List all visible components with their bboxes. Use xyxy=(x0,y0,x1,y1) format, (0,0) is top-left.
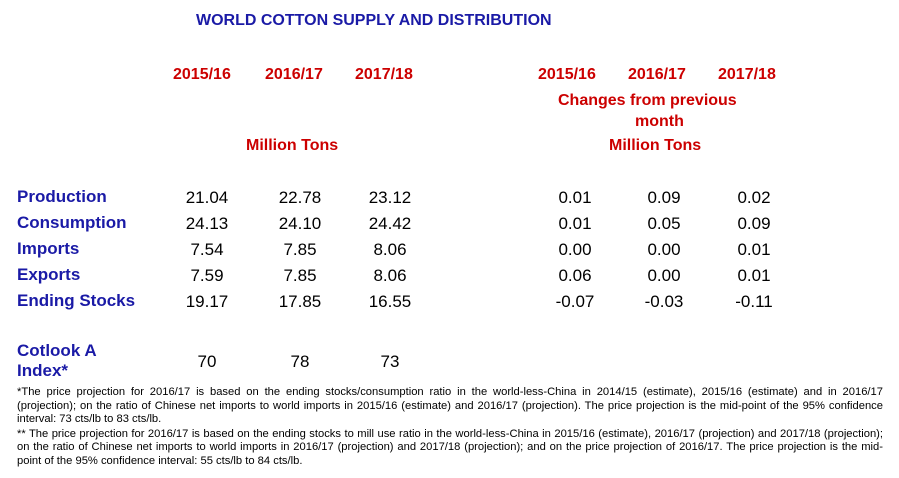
left-year-header-1: 2015/16 xyxy=(173,66,231,83)
right-year-header-2: 2016/17 xyxy=(628,66,686,83)
change-cell: 0.01 xyxy=(737,240,771,259)
footnote-1: *The price projection for 2016/17 is bas… xyxy=(17,386,883,426)
table-cell: 7.59 xyxy=(190,266,224,285)
left-unit-label: Million Tons xyxy=(246,137,339,154)
table-cell: 7.54 xyxy=(190,240,224,259)
table-cell: 19.17 xyxy=(185,292,229,311)
footnotes: *The price projection for 2016/17 is bas… xyxy=(17,386,883,469)
change-cell: 0.06 xyxy=(558,266,592,285)
table-cell: 7.85 xyxy=(283,266,317,285)
row-label-imports: Imports xyxy=(17,239,80,258)
right-unit-label: Million Tons xyxy=(609,137,702,154)
changes-header-line1: Changes from previous xyxy=(558,92,737,109)
cotlook-value: 70 xyxy=(197,352,217,371)
right-year-header-1: 2015/16 xyxy=(538,66,596,83)
table-cell: 22.78 xyxy=(278,188,322,207)
right-year-header-3: 2017/18 xyxy=(718,66,776,83)
cotlook-value: 78 xyxy=(290,352,310,371)
table-cell: 8.06 xyxy=(373,266,407,285)
table-cell: 23.12 xyxy=(368,188,412,207)
cotlook-label-line1: Cotlook A xyxy=(17,341,97,360)
row-label-production: Production xyxy=(17,187,107,206)
row-label-exports: Exports xyxy=(17,265,81,284)
table-cell: 21.04 xyxy=(185,188,229,207)
change-cell: 0.05 xyxy=(647,214,681,233)
row-label-consumption: Consumption xyxy=(17,213,127,232)
table-cell: 7.85 xyxy=(283,240,317,259)
change-cell: 0.00 xyxy=(558,240,592,259)
change-cell: 0.09 xyxy=(737,214,771,233)
table-cell: 24.42 xyxy=(368,214,412,233)
left-year-header-2: 2016/17 xyxy=(265,66,323,83)
changes-header-line2: month xyxy=(635,113,684,130)
change-cell: 0.01 xyxy=(558,188,592,207)
change-cell: 0.02 xyxy=(737,188,771,207)
change-cell: -0.07 xyxy=(555,292,595,311)
change-cell: 0.01 xyxy=(737,266,771,285)
table-cell: 16.55 xyxy=(368,292,412,311)
table-cell: 8.06 xyxy=(373,240,407,259)
change-cell: 0.01 xyxy=(558,214,592,233)
row-label-ending-stocks: Ending Stocks xyxy=(17,291,136,310)
change-cell: -0.03 xyxy=(644,292,684,311)
table-cell: 24.10 xyxy=(278,214,322,233)
change-cell: 0.00 xyxy=(647,266,681,285)
cotlook-value: 73 xyxy=(380,352,400,371)
change-cell: 0.09 xyxy=(647,188,681,207)
footnote-2: ** The price projection for 2016/17 is b… xyxy=(17,427,883,467)
table-cell: 17.85 xyxy=(278,292,322,311)
cotlook-label-line2: Index* xyxy=(17,361,69,380)
left-year-header-3: 2017/18 xyxy=(355,66,413,83)
change-cell: -0.11 xyxy=(735,292,773,311)
table-cell: 24.13 xyxy=(185,214,229,233)
change-cell: 0.00 xyxy=(647,240,681,259)
page-title: WORLD COTTON SUPPLY AND DISTRIBUTION xyxy=(196,12,552,29)
